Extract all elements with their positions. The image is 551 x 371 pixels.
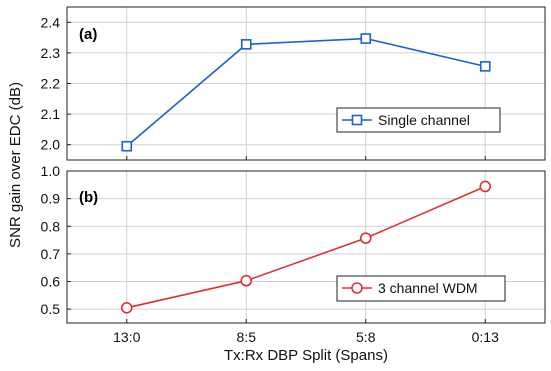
x-tick-label: 5:8 (356, 329, 376, 345)
legend-b-marker (351, 282, 363, 294)
y-tick-label: 2.2 (41, 76, 61, 92)
y-axis-label: SNR gain over EDC (dB) (7, 82, 24, 248)
y-tick-label: 2.3 (41, 45, 61, 61)
x-axis-label: Tx:Rx DBP Split (Spans) (224, 347, 388, 364)
x-tick-label: 13:0 (113, 329, 140, 345)
panel-b-frame (66, 170, 546, 324)
data-point (240, 274, 253, 287)
y-tick-label: 0.8 (41, 218, 61, 234)
panel-a-y-ticks: 2.0 2.1 2.2 2.3 2.4 (41, 14, 61, 152)
y-tick-label: 2.4 (41, 14, 61, 30)
panel-a-label: (a) (79, 26, 97, 43)
legend-a: Single channel (336, 107, 501, 133)
series-line (126, 185, 486, 309)
panel-b-y-ticks: 0.5 0.6 0.7 0.8 0.9 1.0 (41, 163, 61, 317)
legend-b: 3 channel WDM (336, 275, 506, 302)
y-tick-label: 2.0 (41, 137, 61, 153)
data-point (359, 232, 372, 244)
y-tick-label: 1.0 (41, 163, 61, 179)
y-tick-label: 0.5 (41, 301, 61, 317)
y-tick-label: 0.7 (41, 246, 61, 262)
panel-a-series (121, 33, 491, 152)
x-tick-label: 8:5 (237, 329, 257, 345)
data-point (120, 301, 133, 314)
data-point (479, 180, 492, 193)
x-tick-labels: 13:0 8:5 5:8 0:13 (113, 329, 499, 345)
series-line (126, 37, 486, 147)
x-tick-label: 0:13 (472, 329, 499, 345)
data-point (479, 61, 491, 72)
y-tick-label: 0.6 (41, 274, 61, 290)
panel-b-series (120, 180, 492, 314)
data-point (240, 39, 252, 50)
panel-a-frame (66, 6, 546, 161)
legend-b-label: 3 channel WDM (378, 280, 478, 296)
data-point (121, 140, 133, 152)
panel-a: 2.0 2.1 2.2 2.3 2.4 (a) Single channel (41, 6, 546, 161)
data-point (360, 33, 372, 44)
legend-a-marker (351, 114, 363, 126)
y-tick-label: 0.9 (41, 191, 61, 207)
y-tick-label: 2.1 (41, 106, 61, 122)
legend-a-label: Single channel (378, 112, 470, 128)
panel-b-label: (b) (79, 189, 98, 206)
panel-b: 0.5 0.6 0.7 0.8 0.9 1.0 (b) 3 channel WDM (41, 163, 546, 324)
